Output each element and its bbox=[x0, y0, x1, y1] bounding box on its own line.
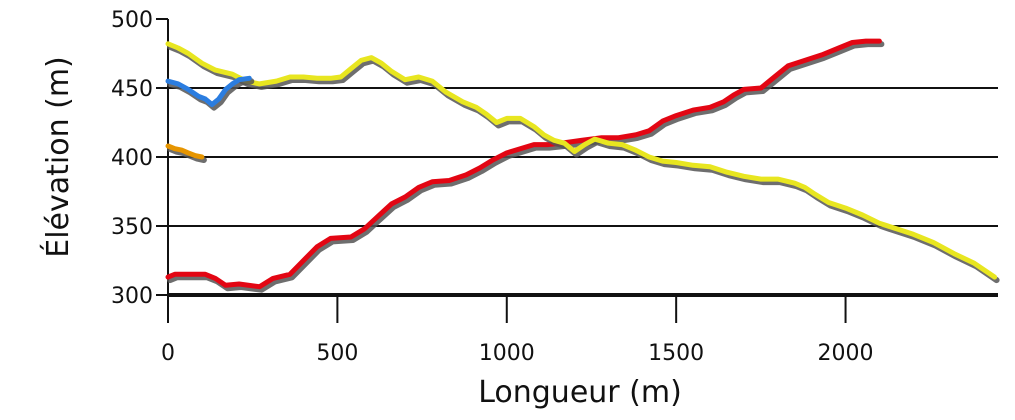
series-line-yellow bbox=[165, 41, 998, 280]
x-tick-label-1500: 1500 bbox=[648, 341, 704, 366]
series-line-blue bbox=[165, 75, 252, 108]
y-tick-label-450: 450 bbox=[111, 77, 153, 102]
series-shadow-yellow bbox=[167, 43, 1000, 284]
x-axis-title: Longueur (m) bbox=[478, 375, 682, 410]
axes bbox=[156, 18, 847, 323]
tick-labels: 300 350 400 450 500 0 500 1000 1500 2000 bbox=[111, 8, 874, 366]
x-tick-label-500: 500 bbox=[316, 341, 358, 366]
x-tick-label-1000: 1000 bbox=[479, 341, 535, 366]
series-line-red bbox=[165, 38, 882, 290]
x-tick-label-0: 0 bbox=[161, 341, 175, 366]
grid-lines bbox=[168, 87, 998, 297]
series-line-orange bbox=[165, 143, 205, 160]
x-tick-label-2000: 2000 bbox=[818, 341, 874, 366]
y-tick-label-400: 400 bbox=[111, 146, 153, 171]
series-shadow-red bbox=[167, 41, 885, 293]
plot-area bbox=[165, 38, 1000, 293]
y-tick-label-500: 500 bbox=[111, 8, 153, 33]
y-tick-label-300: 300 bbox=[111, 284, 153, 309]
y-axis-title: Élévation (m) bbox=[40, 56, 76, 258]
y-tick-label-350: 350 bbox=[111, 215, 153, 240]
